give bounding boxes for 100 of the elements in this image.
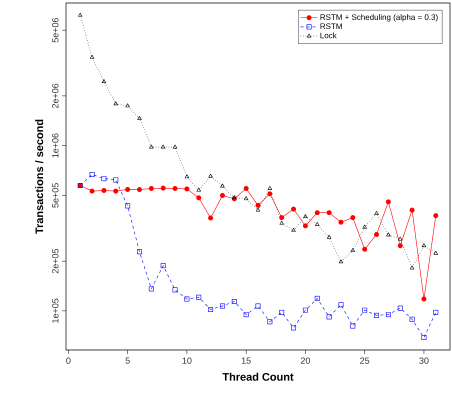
point [137,116,142,120]
point [172,186,178,192]
point [90,54,94,59]
point [102,79,106,84]
point [398,236,402,240]
point [256,304,260,309]
point [90,188,95,194]
point [386,312,391,318]
point [410,265,414,270]
x-tick-label: 5 [126,357,130,364]
y-tick-label: 1e+06 [52,133,58,158]
x-tick-label: 0 [66,357,71,364]
point [208,306,214,312]
point [172,287,178,292]
point [196,188,201,192]
point [267,191,272,196]
point [149,144,154,148]
point [148,186,154,192]
point [244,196,248,200]
point [374,312,380,318]
point [314,296,320,301]
x-tick-label: 20 [300,357,310,364]
x-tick-label: 15 [242,357,251,364]
point [362,224,367,229]
point [279,310,284,315]
point [137,249,142,254]
point [434,250,438,255]
point [125,103,130,108]
point [386,199,391,204]
y-tick-label: 1e+05 [52,298,58,323]
x-tick-label: 30 [419,357,429,364]
point [148,286,154,292]
point [137,187,142,192]
point [78,12,82,17]
point [433,213,438,218]
point [184,174,190,178]
point [256,202,260,208]
point [208,174,213,178]
point [386,232,391,236]
point [398,306,403,311]
point [232,299,237,304]
point [326,234,332,239]
point [302,308,308,313]
point [160,186,166,191]
point [338,302,344,308]
point [410,316,415,322]
point [421,296,426,302]
point [433,310,438,315]
point [244,186,249,192]
point [184,296,190,302]
point [315,222,320,226]
point [172,144,178,148]
point [101,176,106,182]
point [196,294,202,300]
point [374,210,379,215]
point [208,215,214,220]
point [220,184,225,188]
point [280,220,284,225]
point [279,215,284,220]
y-tick-label: 5e+05 [52,183,58,208]
point [160,144,166,148]
point [326,314,332,320]
point [291,206,296,212]
point [267,319,272,324]
x-axis-title: Thread Count [222,372,294,381]
point [101,188,106,194]
point [220,304,225,309]
point [362,246,368,252]
point [184,186,190,192]
point [398,243,403,248]
point [302,223,308,228]
point [338,220,344,225]
point [196,195,202,200]
point [303,214,308,218]
x-tick-label: 10 [182,357,192,364]
point [125,203,130,208]
point [374,232,380,237]
point [422,243,426,248]
point [244,312,249,318]
point [338,259,344,264]
point [220,193,225,198]
point [291,325,296,330]
y-tick-label: 2e+06 [52,84,58,108]
point [410,208,415,213]
x-tick-label: 25 [360,357,370,364]
y-tick-label: 2e+05 [52,248,58,274]
point [256,208,260,212]
point [350,248,356,252]
point [362,308,368,313]
y-tick-label: 5e+06 [52,18,58,42]
point [113,188,118,194]
point [350,324,356,329]
point [113,177,118,182]
point [268,186,272,190]
point [350,215,356,220]
point [421,335,426,340]
point [291,228,296,232]
point [90,172,95,177]
point [314,210,320,216]
point [326,210,332,216]
